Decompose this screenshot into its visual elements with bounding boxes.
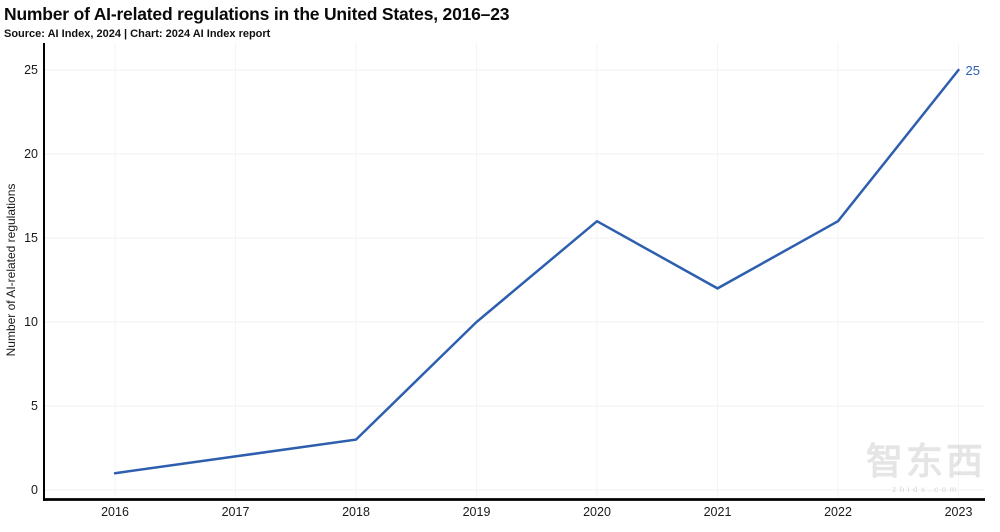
chart-source-line: Source: AI Index, 2024 | Chart: 2024 AI … [4,28,271,40]
regulations-line-series [113,68,960,475]
y-axis-title: Number of AI-related regulations [4,183,18,357]
x-tick-label: 2018 [342,505,370,519]
y-tick-label: 0 [31,483,38,497]
chart-title: Number of AI-related regulations in the … [4,4,510,24]
x-tick-label: 2019 [462,505,491,519]
y-tick-label: 20 [24,147,38,161]
x-tick-label: 2023 [944,505,973,519]
x-tick-label: 2020 [583,505,611,519]
x-tick-label: 2017 [221,505,250,519]
x-tick-label: 2022 [824,505,852,519]
y-tick-label: 10 [24,315,38,329]
y-tick-label: 5 [31,399,38,413]
y-tick-label: 25 [24,63,38,77]
x-tick-label: 2021 [703,505,732,519]
y-tick-label: 15 [24,231,38,245]
last-point-value-label: 25 [965,63,980,78]
x-tick-label: 2016 [101,505,129,519]
